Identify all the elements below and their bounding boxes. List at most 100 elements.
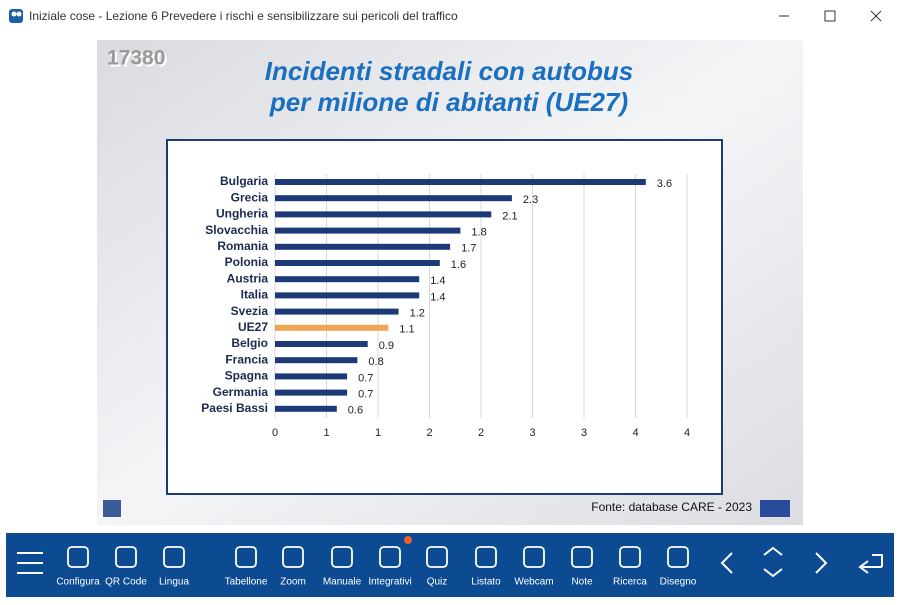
y-tick-label: Polonia [225,255,269,269]
bar [275,389,348,396]
toolbar-label: Disegno [660,577,697,588]
slide-number: 17380 [107,47,165,70]
toolbar [6,533,894,597]
x-tick-label: 1 [375,427,381,439]
toolbar-label: Configura [56,577,100,588]
toolbar-icon [571,546,593,568]
app-icon-dot [16,11,22,17]
y-tick-label: Spagna [225,369,269,383]
toolbar-label: Integrativi [368,577,411,588]
toolbar-label: Webcam [514,577,553,588]
toolbar-button[interactable]: Listato [471,546,501,588]
toolbar-icon [115,546,137,568]
toolbar-label: Lingua [159,577,189,588]
y-tick-label: Germania [213,385,269,399]
value-label: 1.2 [410,308,425,320]
bar [275,405,337,412]
toolbar-label: Note [571,577,593,588]
toolbar-label: QR Code [105,577,147,588]
value-label: 2.3 [523,194,538,206]
y-tick-label: Paesi Bassi [201,401,268,415]
bar [275,292,420,299]
toolbar-icon [67,546,89,568]
x-tick-label: 0 [272,427,278,439]
maximize-button[interactable] [824,10,836,22]
bar [275,243,451,250]
chart-title: Incidenti stradali con autobus [265,56,633,86]
toolbar-buttons: Configura QR Code Lingua Tabellone Zoom Manua… [56,546,697,588]
value-label: 3.6 [657,178,672,190]
close-button[interactable] [870,10,882,22]
up-down-button[interactable] [763,546,783,578]
toolbar-icon [379,546,401,568]
toolbar-button[interactable]: Manuale [323,546,362,588]
x-tick-label: 2 [426,427,432,439]
next-button[interactable] [815,552,828,574]
bar [275,373,348,380]
plot-area: 0 1 1 2 2 3 3 4 4 Bulgaria 3.6 Grecia 2.3 Ungheria 2.1… [201,174,690,439]
value-label: 0.6 [348,405,363,417]
x-tick-label: 3 [581,427,587,439]
app-icon [9,9,23,23]
toolbar-button[interactable]: Note [571,546,593,588]
y-tick-label: Ungheria [216,207,268,221]
bar [275,227,461,234]
toolbar-icon [523,546,545,568]
value-label: 1.1 [399,324,414,336]
toolbar-icon [619,546,641,568]
bar [275,211,492,218]
y-tick-label: UE27 [238,320,268,334]
toolbar-button[interactable]: Configura [56,546,100,588]
back-button[interactable] [858,554,883,574]
chart-title: per milione di abitanti (UE27) [269,87,628,117]
y-tick-label: Romania [217,239,268,253]
source-note: Fonte: database CARE - 2023 [591,500,752,514]
x-tick-label: 2 [478,427,484,439]
bar [275,308,399,315]
toolbar-button[interactable]: Disegno [660,546,697,588]
toolbar-button[interactable]: Tabellone [225,546,268,588]
toolbar-button[interactable]: Zoom [280,546,306,588]
prev-button[interactable] [720,552,733,574]
toolbar-icon [163,546,185,568]
x-tick-label: 3 [529,427,535,439]
value-label: 2.1 [502,210,517,222]
value-label: 1.4 [430,275,445,287]
y-tick-label: Italia [241,288,269,302]
y-tick-label: Austria [227,271,269,285]
value-label: 1.7 [461,243,476,255]
toolbar-label: Quiz [427,577,448,588]
toolbar-button[interactable]: Integrativi [368,546,412,588]
value-label: 1.4 [430,291,445,303]
bar [275,260,440,266]
toolbar-label: Listato [471,577,501,588]
menu-button[interactable] [17,552,43,574]
y-tick-label: Francia [225,352,268,366]
value-label: 0.7 [358,389,373,401]
bar [275,179,646,185]
toolbar-button[interactable]: Lingua [159,546,189,588]
logo [760,500,790,517]
toolbar-icon [331,546,353,568]
notification-dot [404,536,412,544]
bar [275,324,389,331]
toolbar-icon [235,546,257,568]
bar [275,341,368,347]
toolbar-button[interactable]: Ricerca [613,546,647,588]
y-tick-label: Belgio [231,336,268,350]
logo [103,500,121,517]
x-tick-label: 4 [632,427,638,439]
toolbar-button[interactable]: Webcam [514,546,554,588]
y-tick-label: Grecia [231,190,269,204]
toolbar-icon [282,546,304,568]
toolbar-button[interactable]: QR Code [105,546,147,588]
toolbar-button[interactable]: Quiz [426,546,448,588]
toolbar-icon [667,546,689,568]
y-tick-label: Bulgaria [220,174,268,188]
value-label: 0.8 [368,356,383,368]
toolbar-label: Zoom [280,577,306,588]
toolbar-label: Manuale [323,577,362,588]
window-title: Iniziale cose - Lezione 6 Prevedere i ri… [29,9,458,23]
value-label: 0.9 [379,340,394,352]
